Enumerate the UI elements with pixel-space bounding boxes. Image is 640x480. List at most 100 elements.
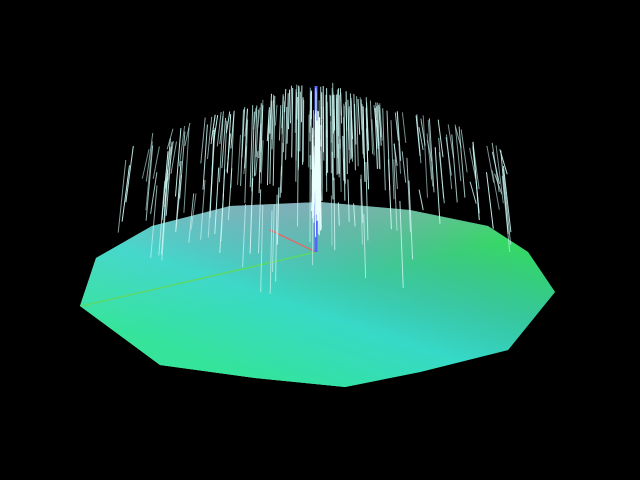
particle-streak [338,88,340,174]
particle-streak [260,140,264,184]
particle-streak [347,107,350,164]
particle-streak [207,116,213,159]
particle-streak [291,87,294,158]
particle-streak [354,103,357,145]
particle-streak [375,102,379,149]
particle-streak [366,128,370,190]
particle-streak [161,170,168,255]
particle-streak [335,94,338,175]
particle-streak [363,214,367,279]
particle-streak [165,141,173,216]
particle-streak [271,94,275,150]
particle-streak [345,101,348,131]
particle-streak [343,117,346,201]
particle-streak [288,89,291,130]
particle-streak [170,141,177,174]
particle-streak [251,111,255,192]
particle-streak [361,103,365,159]
particle-streak [460,129,468,173]
particle-streak [312,130,315,204]
particle-streak [281,94,284,129]
particle-streak [458,126,466,198]
particle-streak [408,180,414,260]
particle-streak [258,189,262,254]
particle-streak [445,136,452,176]
particle-streak [494,173,503,195]
particle-streak [418,127,424,151]
particle-streak [242,204,246,268]
particle-streak [418,189,424,211]
particle-streak [340,92,343,124]
particle-streak [339,139,342,193]
particle-streak [284,88,287,113]
particle-streak [253,105,258,177]
particle-streak [260,204,264,293]
particle-streak [145,141,153,211]
particle-streak [329,94,331,116]
particle-streak [294,89,297,133]
particle-streak [491,151,500,185]
particle-streak [342,135,345,181]
particle-streak [347,179,350,222]
particle-streak [362,106,366,182]
particle-streak [390,120,395,200]
particle-streak [396,111,402,161]
particle-streak [486,172,494,229]
particle-streak [117,159,127,233]
particle-streak [175,161,182,232]
particle-streak [373,105,377,127]
particle-streak [469,181,477,204]
particle-streak [152,146,160,179]
particle-streak [365,161,369,241]
particle-streak [260,99,264,153]
particle-streak [183,127,190,213]
particle-streak [145,132,154,182]
particle-streak [369,100,374,155]
particle-streak [219,193,224,254]
particle-streak [200,179,206,240]
particle-streak [486,145,495,183]
particle-streak [437,119,444,158]
particle-streak [366,105,369,151]
particle-streak [237,134,241,185]
particle-streak [382,108,386,191]
particle-streak [326,101,329,173]
particle-streak [227,168,233,221]
particle-streak [353,203,356,227]
particle-streak [286,93,289,144]
particle-streak [175,128,182,197]
particle-streak [317,142,320,234]
particle-streak [200,117,206,164]
particle-streak [272,204,275,272]
particle-streak [269,100,273,184]
particle-streak [348,106,352,160]
particle-streak [218,115,224,183]
particle-streak [438,152,445,204]
particle-streak [274,104,278,126]
particle-streak [296,96,299,120]
particle-streak [188,193,195,243]
particle-streak [357,98,361,135]
particle-streak [158,180,166,256]
particle-streak [161,175,169,261]
particle-streak [300,85,303,123]
particle-streak [278,105,282,141]
particle-streak [451,134,458,203]
particle-streak [434,147,441,224]
particle-streak [337,143,340,178]
particle-streak [210,114,216,141]
particle-streak [500,150,509,234]
particle-streak [401,151,407,183]
particle-streak [416,114,422,164]
particle-streak [299,91,301,152]
particle-streak [145,145,154,221]
particle-streak [422,115,428,198]
particle-streak [386,110,391,190]
particle-streak [349,93,353,159]
particle-streak [230,110,235,149]
particle-streak [333,177,336,251]
particle-streak [472,142,480,190]
particle-streak [178,126,186,167]
particle-streak [420,118,426,146]
